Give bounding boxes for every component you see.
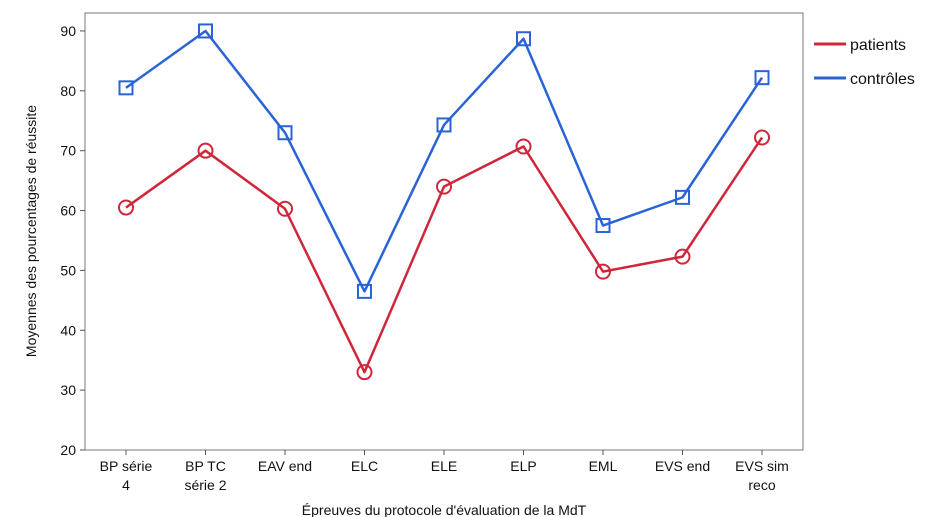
x-tick-label: ELE — [431, 458, 457, 474]
data-point-square — [675, 189, 690, 205]
y-tick-label: 30 — [60, 382, 76, 398]
data-point-square — [516, 31, 531, 47]
data-point-square — [198, 23, 213, 39]
y-tick-label: 60 — [60, 203, 76, 219]
x-tick-label: EVS sim — [735, 458, 789, 474]
legend-label: patients — [850, 37, 906, 54]
x-tick-label: EVS end — [655, 458, 710, 474]
legend-label: contrôles — [850, 71, 915, 88]
data-point-circle — [197, 142, 214, 159]
series-line — [125, 136, 764, 374]
plot-frame — [84, 12, 804, 451]
data-point-square — [595, 218, 611, 234]
y-tick-label: 40 — [60, 322, 76, 338]
data-point-circle — [674, 248, 691, 265]
y-tick-label: 70 — [60, 143, 76, 159]
data-point-square — [277, 125, 293, 141]
y-tick-label: 90 — [60, 23, 76, 39]
x-tick-label: EML — [589, 458, 618, 474]
data-point-circle — [118, 199, 134, 216]
x-tick-label: BP série — [100, 458, 153, 474]
data-point-circle — [277, 200, 293, 217]
x-tick-label: EAV end — [258, 458, 312, 474]
x-tick-label: série 2 — [184, 477, 226, 493]
data-point-square — [357, 283, 372, 299]
data-point-circle — [515, 138, 532, 155]
x-tick-label: ELP — [510, 458, 536, 474]
series-line — [125, 29, 764, 293]
data-point-circle — [595, 263, 611, 280]
x-axis-title: Épreuves du protocole d'évaluation de la… — [302, 502, 587, 517]
data-point-square — [754, 70, 770, 86]
x-axis: BP série 4 BP TC série 2 EAV end ELC ELE ELP EML… — [100, 450, 789, 493]
data-point-circle — [436, 178, 452, 195]
y-tick-label: 80 — [60, 83, 76, 99]
x-tick-label: ELC — [351, 458, 378, 474]
x-tick-label: reco — [748, 477, 775, 493]
y-axis-title: Moyennes des pourcentages de réussite — [23, 105, 39, 357]
series-layer — [118, 23, 770, 381]
y-axis: 20 30 40 50 60 70 80 90 — [60, 23, 85, 458]
legend: patients contrôles — [814, 37, 915, 88]
y-tick-label: 50 — [60, 262, 76, 278]
y-tick-label: 20 — [60, 442, 76, 458]
data-point-circle — [356, 364, 373, 381]
x-tick-label: 4 — [122, 477, 130, 493]
data-point-square — [436, 117, 452, 133]
data-point-square — [118, 80, 134, 96]
x-tick-label: BP TC — [185, 458, 226, 474]
data-point-circle — [754, 129, 770, 146]
